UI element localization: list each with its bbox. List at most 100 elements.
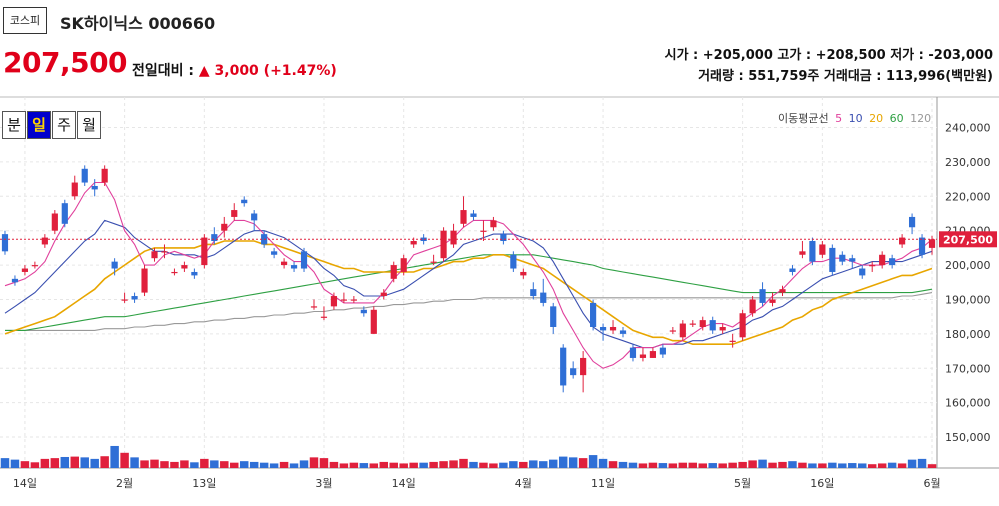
candle-body bbox=[570, 368, 577, 376]
candle bbox=[271, 247, 278, 259]
y-tick-label: 170,000 bbox=[945, 362, 991, 375]
volume-bar bbox=[658, 463, 668, 468]
candle-body bbox=[11, 278, 19, 283]
candle-body bbox=[271, 251, 278, 255]
volume-bar bbox=[887, 462, 897, 468]
candle-body bbox=[809, 241, 816, 262]
volume-bar bbox=[190, 462, 199, 468]
y-tick-label: 240,000 bbox=[945, 122, 991, 135]
candle-body bbox=[540, 292, 547, 303]
candle bbox=[211, 227, 218, 245]
volume-bar bbox=[858, 463, 867, 468]
candle-body bbox=[420, 237, 427, 242]
volume-bar bbox=[917, 458, 927, 468]
candle bbox=[590, 299, 597, 331]
volume-bar bbox=[130, 457, 139, 468]
volume-bar bbox=[927, 464, 937, 468]
volume-bar bbox=[110, 445, 119, 468]
volume-bar bbox=[299, 460, 309, 468]
volume-bar bbox=[259, 462, 269, 468]
candle-body bbox=[759, 289, 766, 303]
candle bbox=[470, 210, 477, 221]
volume-bar bbox=[160, 461, 169, 468]
candle-body bbox=[739, 313, 746, 338]
candle bbox=[181, 261, 188, 272]
candle-body bbox=[580, 357, 587, 376]
candle-body bbox=[629, 347, 637, 358]
volume-bar bbox=[788, 461, 797, 468]
candle bbox=[729, 333, 736, 348]
candle-body bbox=[839, 254, 846, 262]
candle-body bbox=[669, 330, 676, 332]
candle-body bbox=[221, 223, 228, 231]
candle-body bbox=[520, 271, 527, 276]
candle-body bbox=[241, 199, 248, 204]
candle bbox=[221, 216, 228, 238]
candle-body bbox=[769, 299, 776, 303]
ma120-line bbox=[5, 292, 933, 331]
candle bbox=[659, 344, 666, 358]
candle-body bbox=[131, 296, 138, 300]
volume-bar bbox=[200, 458, 209, 468]
candle-body bbox=[799, 251, 806, 255]
candle-body bbox=[430, 261, 437, 263]
volume-bar bbox=[907, 459, 917, 468]
volume-bar bbox=[239, 461, 249, 468]
candle-body bbox=[380, 292, 387, 297]
candle bbox=[769, 292, 776, 307]
candle-body bbox=[450, 230, 457, 245]
candle-body bbox=[201, 237, 208, 266]
tab-month[interactable]: 월 bbox=[77, 111, 101, 139]
volume-bar bbox=[80, 457, 89, 468]
candle-body bbox=[599, 326, 607, 331]
candle bbox=[540, 278, 547, 307]
volume-bar bbox=[608, 461, 618, 468]
candle bbox=[1, 230, 9, 255]
volume-bar bbox=[818, 463, 827, 468]
volume-bar bbox=[60, 456, 70, 468]
volume-info: 거래량 : 551,759주 거래대금 : 113,996(백만원) bbox=[698, 69, 993, 84]
volume-bar bbox=[469, 461, 478, 468]
tab-minute[interactable]: 분 bbox=[2, 111, 26, 139]
candle bbox=[809, 237, 816, 266]
candle bbox=[739, 309, 746, 341]
volume-bar bbox=[578, 458, 588, 468]
candle bbox=[41, 234, 48, 248]
candle-body bbox=[340, 299, 347, 301]
candle bbox=[889, 254, 896, 269]
candle-body bbox=[679, 323, 686, 338]
ma10-line bbox=[4, 219, 933, 349]
candle bbox=[141, 265, 148, 297]
candle bbox=[350, 296, 357, 303]
change-label: 전일대비 : bbox=[132, 63, 194, 79]
volume-bar bbox=[838, 463, 847, 468]
candle-body bbox=[191, 271, 198, 276]
volume-bar bbox=[419, 462, 428, 468]
volume-bar bbox=[728, 462, 737, 468]
volume-bar bbox=[778, 461, 787, 468]
candle-body bbox=[211, 234, 218, 242]
tab-week[interactable]: 주 bbox=[52, 111, 76, 139]
candle bbox=[918, 234, 926, 259]
volume-bar bbox=[768, 462, 777, 468]
candle-body bbox=[550, 306, 557, 327]
candle-body bbox=[61, 203, 68, 224]
volume-bar bbox=[100, 456, 109, 468]
ma5-line bbox=[4, 181, 933, 369]
candle bbox=[510, 251, 517, 272]
volume-bar bbox=[339, 463, 349, 468]
candle-body bbox=[350, 299, 357, 301]
y-tick-label: 160,000 bbox=[945, 397, 991, 410]
x-tick-label: 2월 bbox=[116, 477, 133, 490]
legend-ma120: 120 bbox=[910, 112, 932, 125]
volume-bar bbox=[180, 460, 189, 468]
volume-bar bbox=[50, 458, 60, 468]
volume-bar bbox=[369, 463, 379, 468]
candle bbox=[460, 196, 467, 228]
tab-day[interactable]: 일 bbox=[27, 111, 51, 139]
candle bbox=[829, 244, 836, 276]
x-tick-label: 13일 bbox=[192, 476, 216, 490]
y-tick-label: 220,000 bbox=[945, 190, 991, 203]
volume-bar bbox=[558, 456, 568, 468]
